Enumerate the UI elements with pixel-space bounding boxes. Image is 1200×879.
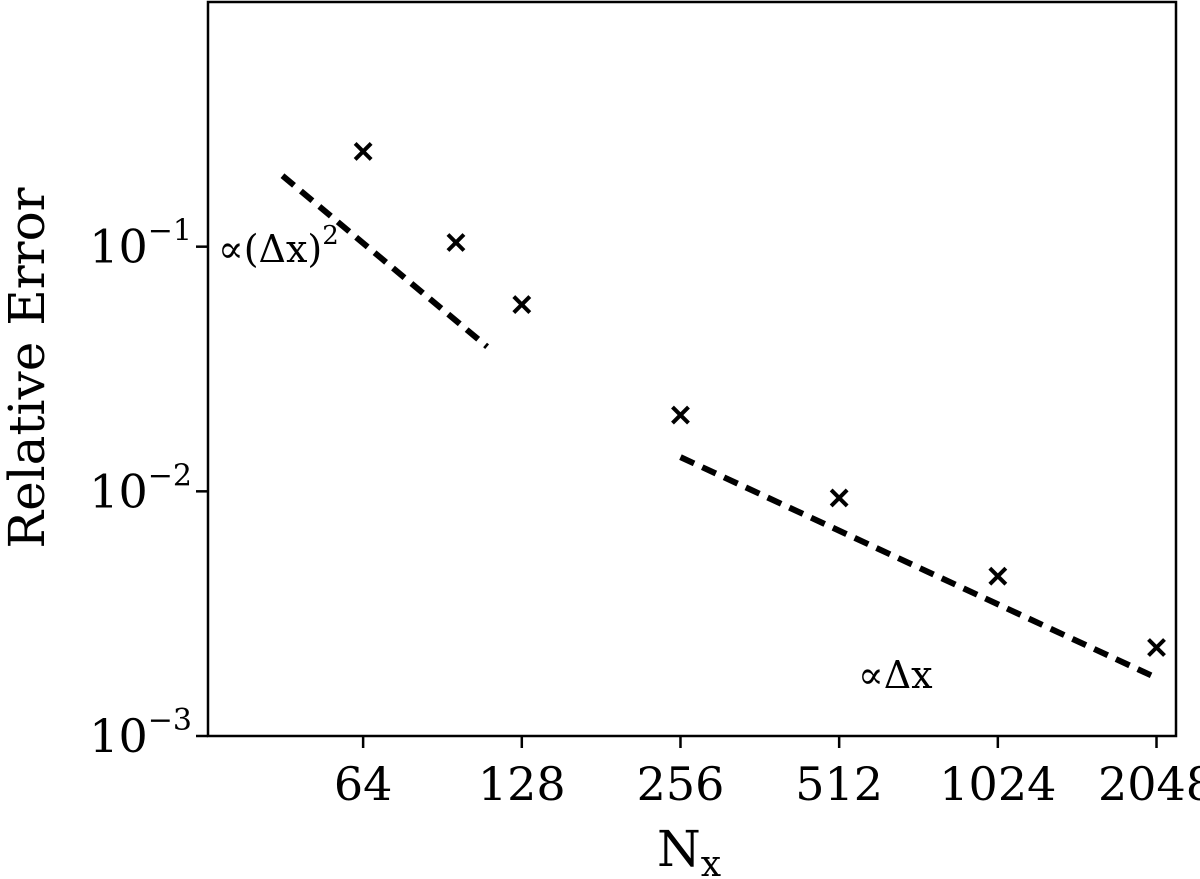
y-tick-label: 10−2 — [89, 458, 192, 518]
data-point — [671, 405, 690, 425]
data-point — [988, 566, 1008, 586]
data-point — [1147, 638, 1166, 657]
reference-line-label-1: ∝(Δx)2 — [218, 221, 339, 271]
reference-lines: ∝(Δx)2 ∝Δx — [218, 173, 1153, 697]
x-tick-label: 1024 — [939, 757, 1056, 811]
x-tick-label: 64 — [334, 757, 393, 811]
reference-line-2 — [679, 454, 1153, 679]
x-tick-label: 256 — [637, 757, 725, 811]
x-axis-title: Nx — [657, 820, 721, 879]
y-tick-label: 10−1 — [89, 214, 192, 274]
x-tick-label: 128 — [478, 757, 566, 811]
data-point — [353, 142, 373, 161]
x-axis-ticks: 64 128 256 512 1024 2048 — [334, 736, 1200, 811]
data-point — [512, 295, 532, 314]
data-point — [446, 233, 466, 252]
y-tick-label: 10−3 — [89, 703, 192, 763]
plot-area-frame — [206, 0, 1178, 738]
data-point — [829, 488, 849, 508]
reference-line-1 — [280, 173, 490, 350]
x-tick-label: 512 — [795, 757, 883, 811]
x-tick-label: 2048 — [1098, 757, 1200, 811]
reference-line-label-2: ∝Δx — [858, 653, 933, 697]
data-points — [353, 142, 1166, 657]
y-axis-ticks: 10−1 10−2 10−3 — [89, 214, 208, 763]
y-axis-title: Relative Error — [0, 187, 56, 548]
